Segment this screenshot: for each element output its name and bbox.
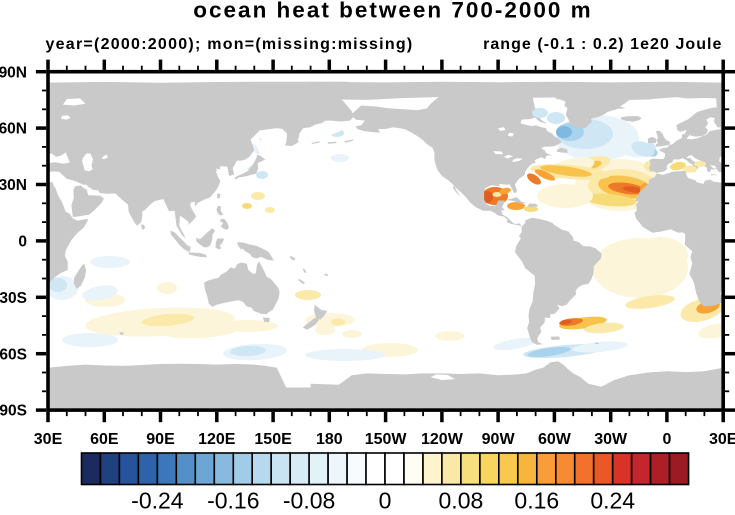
svg-text:90W: 90W bbox=[482, 431, 516, 448]
svg-text:90N: 90N bbox=[0, 64, 27, 81]
svg-text:0: 0 bbox=[379, 488, 392, 511]
svg-text:year=(2000:2000); mon=(missing: year=(2000:2000); mon=(missing:missing) bbox=[46, 36, 414, 53]
svg-text:90E: 90E bbox=[146, 431, 175, 448]
svg-text:30S: 30S bbox=[0, 290, 27, 307]
svg-text:60S: 60S bbox=[0, 346, 27, 363]
svg-text:60W: 60W bbox=[538, 431, 572, 448]
svg-text:90S: 90S bbox=[0, 403, 27, 420]
svg-text:120E: 120E bbox=[198, 431, 236, 448]
svg-text:180: 180 bbox=[316, 431, 343, 448]
svg-text:30W: 30W bbox=[594, 431, 628, 448]
svg-text:range (-0.1 : 0.2) 1e20 Joule: range (-0.1 : 0.2) 1e20 Joule bbox=[483, 36, 722, 53]
svg-text:-0.24: -0.24 bbox=[131, 488, 184, 511]
svg-text:0.08: 0.08 bbox=[439, 488, 484, 511]
svg-text:60N: 60N bbox=[0, 121, 27, 138]
svg-text:30E: 30E bbox=[709, 431, 735, 448]
svg-text:0: 0 bbox=[18, 234, 27, 251]
svg-text:-0.16: -0.16 bbox=[207, 488, 259, 511]
svg-text:0: 0 bbox=[662, 431, 671, 448]
svg-text:150E: 150E bbox=[254, 431, 292, 448]
svg-text:30N: 30N bbox=[0, 177, 27, 194]
svg-text:-0.08: -0.08 bbox=[283, 488, 335, 511]
svg-text:ocean heat between 700-2000 m: ocean heat between 700-2000 m bbox=[193, 0, 592, 23]
svg-text:0.16: 0.16 bbox=[514, 488, 559, 511]
svg-text:60E: 60E bbox=[90, 431, 119, 448]
svg-text:30E: 30E bbox=[34, 431, 63, 448]
svg-text:150W: 150W bbox=[365, 431, 408, 448]
svg-text:120W: 120W bbox=[421, 431, 464, 448]
svg-text:0.24: 0.24 bbox=[590, 488, 635, 511]
